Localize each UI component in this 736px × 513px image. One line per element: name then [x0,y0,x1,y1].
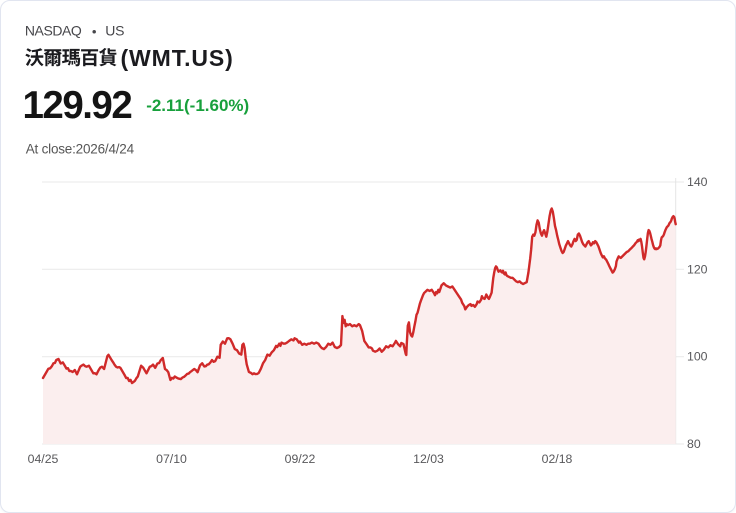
svg-text:(WMT.US): (WMT.US) [121,45,234,71]
svg-text:80: 80 [687,437,701,451]
svg-text:At close:2026/4/24: At close:2026/4/24 [26,142,135,157]
svg-text:02/18: 02/18 [542,452,573,466]
svg-text:04/25: 04/25 [28,452,59,466]
svg-text:129.92: 129.92 [23,84,132,127]
svg-text:120: 120 [687,262,708,276]
svg-text:-2.11(-1.60%): -2.11(-1.60%) [146,96,249,115]
svg-text:09/22: 09/22 [285,452,316,466]
svg-text:NASDAQ: NASDAQ [25,23,82,39]
svg-text:07/10: 07/10 [156,452,187,466]
svg-text:140: 140 [687,175,708,189]
svg-text:US: US [105,23,124,39]
svg-text:12/03: 12/03 [413,452,444,466]
svg-text:100: 100 [687,350,708,364]
